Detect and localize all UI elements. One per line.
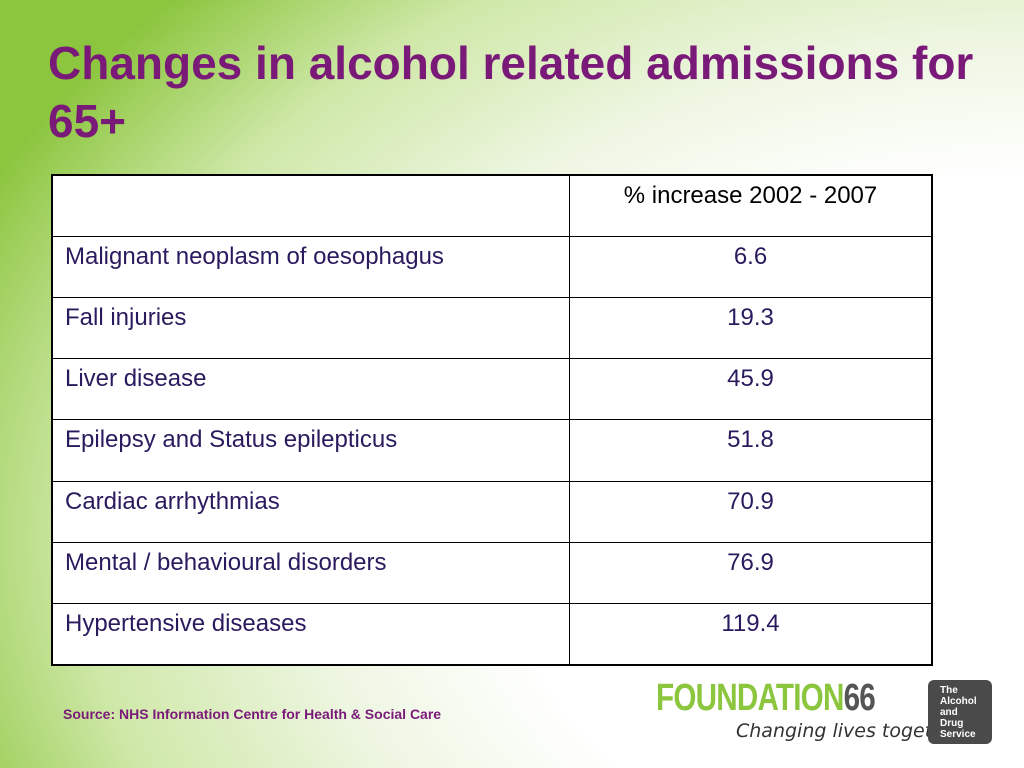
badge-line: The [940,685,958,696]
badge-line: Alcohol [940,696,977,707]
value-cell: 51.8 [569,419,933,482]
badge-line: and [940,707,958,718]
badge-line: Service [940,729,976,740]
condition-cell: Mental / behavioural disorders [51,541,570,604]
value-cell: 6.6 [569,235,933,299]
condition-cell: Cardiac arrhythmias [51,480,570,543]
logo-tagline: Changing lives together. [736,720,969,742]
logo-badge: The Alcohol and Drug Service [928,680,992,744]
table-header-row: % increase 2002 - 2007 [51,174,933,237]
condition-cell: Malignant neoplasm of oesophagus [51,235,570,299]
table-row: Hypertensive diseases 119.4 [51,602,933,666]
logo-word-part1: FOUNDATION [656,677,844,719]
table-row: Cardiac arrhythmias 70.9 [51,480,933,543]
admissions-table: % increase 2002 - 2007 Malignant neoplas… [51,174,933,666]
badge-line: Drug [940,718,964,729]
header-cell-increase: % increase 2002 - 2007 [569,174,933,237]
table-row: Mental / behavioural disorders 76.9 [51,541,933,604]
table-row: Malignant neoplasm of oesophagus 6.6 [51,235,933,299]
value-cell: 119.4 [569,602,933,666]
condition-cell: Hypertensive diseases [51,602,570,666]
table-row: Fall injuries 19.3 [51,297,933,360]
table-row: Liver disease 45.9 [51,358,933,421]
logo-word-part2: 66 [843,677,876,719]
condition-cell: Liver disease [51,358,570,421]
header-cell-empty [51,174,570,237]
logo-wordmark: FOUNDATION66 [656,676,876,720]
table-row: Epilepsy and Status epilepticus 51.8 [51,419,933,482]
source-note: Source: NHS Information Centre for Healt… [63,706,442,722]
value-cell: 76.9 [569,541,933,604]
condition-cell: Fall injuries [51,297,570,360]
condition-cell: Epilepsy and Status epilepticus [51,419,570,482]
value-cell: 19.3 [569,297,933,360]
foundation66-logo: FOUNDATION66 Changing lives together. Th… [656,676,996,748]
slide-title: Changes in alcohol related admissions fo… [48,37,974,147]
value-cell: 45.9 [569,358,933,421]
value-cell: 70.9 [569,480,933,543]
